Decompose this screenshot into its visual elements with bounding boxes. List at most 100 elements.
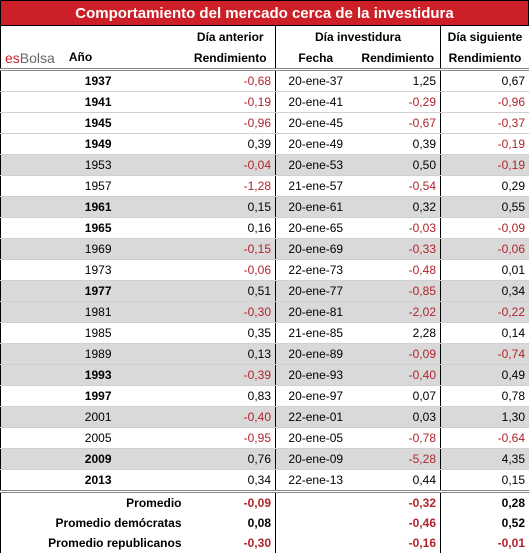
data-row: 1997 0,83 20-ene-97 0,07 0,78 xyxy=(0,385,529,407)
cell: 0,28 xyxy=(440,490,529,513)
cell: 0,35 xyxy=(185,322,276,344)
table: Día anterior Día investidura Día siguien… xyxy=(0,26,529,553)
logo: esBolsa xyxy=(5,50,55,66)
data-row: 1945 -0,96 20-ene-45 -0,67 -0,37 xyxy=(0,112,529,134)
cell: -0,03 xyxy=(355,217,441,239)
empty-cell xyxy=(275,490,356,513)
group-header: Día anterior xyxy=(185,26,276,47)
cell: 0,01 xyxy=(440,259,529,281)
cell: -0,96 xyxy=(185,112,276,134)
cell: 0,32 xyxy=(355,196,441,218)
cell: 20-ene-77 xyxy=(275,280,356,302)
cell: -1,28 xyxy=(185,175,276,197)
cell: 20-ene-93 xyxy=(275,364,356,386)
data-row: 1981 -0,30 20-ene-81 -2,02 -0,22 xyxy=(0,301,529,323)
summary-row: Promedio -0,09 -0,32 0,28 xyxy=(0,490,529,513)
cell: -0,01 xyxy=(440,533,529,553)
cell: -0,09 xyxy=(440,217,529,239)
data-row: 1937 -0,68 20-ene-37 1,25 0,67 xyxy=(0,69,529,92)
cell: 20-ene-61 xyxy=(275,196,356,218)
header-row: Día anterior Día investidura Día siguien… xyxy=(0,26,529,47)
cell: 0,29 xyxy=(440,175,529,197)
group-header: Día siguiente xyxy=(440,26,529,47)
cell: 0,49 xyxy=(440,364,529,386)
data-row: 1973 -0,06 22-ene-73 -0,48 0,01 xyxy=(0,259,529,281)
cell: 21-ene-85 xyxy=(275,322,356,344)
cell: 0,44 xyxy=(355,469,441,492)
cell: 0,07 xyxy=(355,385,441,407)
cell: -2,02 xyxy=(355,301,441,323)
cell: 0,52 xyxy=(440,513,529,533)
cell: 1941 xyxy=(0,91,186,113)
cell: -0,95 xyxy=(185,427,276,449)
data-row: 2013 0,34 22-ene-13 0,44 0,15 xyxy=(0,469,529,492)
cell: 1977 xyxy=(0,280,186,302)
cell: 0,76 xyxy=(185,448,276,470)
cell: -0,06 xyxy=(440,238,529,260)
cell: 0,03 xyxy=(355,406,441,428)
data-row: 1957 -1,28 21-ene-57 -0,54 0,29 xyxy=(0,175,529,197)
cell: Promedio demócratas xyxy=(0,513,186,533)
cell: -0,32 xyxy=(355,490,441,513)
cell: 20-ene-97 xyxy=(275,385,356,407)
cell: -0,06 xyxy=(185,259,276,281)
column-header: Rendimiento xyxy=(355,47,441,71)
cell: 2,28 xyxy=(355,322,441,344)
group-header: Día investidura xyxy=(275,26,441,47)
cell: 1997 xyxy=(0,385,186,407)
cell: -0,68 xyxy=(185,69,276,92)
cell: 20-ene-37 xyxy=(275,69,356,92)
cell: 1,25 xyxy=(355,69,441,92)
summary-row: Promedio demócratas 0,08 -0,46 0,52 xyxy=(0,513,529,533)
data-row: 2009 0,76 20-ene-09 -5,28 4,35 xyxy=(0,448,529,470)
cell: -0,09 xyxy=(185,490,276,513)
cell xyxy=(0,26,186,47)
cell: 1961 xyxy=(0,196,186,218)
data-row: 1989 0,13 20-ene-89 -0,09 -0,74 xyxy=(0,343,529,365)
cell: 20-ene-09 xyxy=(275,448,356,470)
cell: -0,16 xyxy=(355,533,441,553)
cell: 1953 xyxy=(0,154,186,176)
data-row: 1949 0,39 20-ene-49 0,39 -0,19 xyxy=(0,133,529,155)
cell: -0,78 xyxy=(355,427,441,449)
title: Comportamiento del mercado cerca de la i… xyxy=(0,0,529,26)
cell: -0,29 xyxy=(355,91,441,113)
cell: 4,35 xyxy=(440,448,529,470)
cell: 0,34 xyxy=(440,280,529,302)
cell: -0,67 xyxy=(355,112,441,134)
cell: 1969 xyxy=(0,238,186,260)
cell: Promedio xyxy=(0,490,186,513)
data-row: 1965 0,16 20-ene-65 -0,03 -0,09 xyxy=(0,217,529,239)
summary-row: Promedio republicanos -0,30 -0,16 -0,01 xyxy=(0,533,529,553)
cell: 1,30 xyxy=(440,406,529,428)
cell: 20-ene-45 xyxy=(275,112,356,134)
cell: 0,51 xyxy=(185,280,276,302)
cell: esBolsa Año xyxy=(0,47,186,71)
cell: 1965 xyxy=(0,217,186,239)
cell: 1957 xyxy=(0,175,186,197)
cell: -0,15 xyxy=(185,238,276,260)
cell: 20-ene-65 xyxy=(275,217,356,239)
cell: 20-ene-81 xyxy=(275,301,356,323)
cell: 0,08 xyxy=(185,513,276,533)
cell: 0,13 xyxy=(185,343,276,365)
cell: 0,55 xyxy=(440,196,529,218)
cell: 1973 xyxy=(0,259,186,281)
cell: 1989 xyxy=(0,343,186,365)
cell: -0,39 xyxy=(185,364,276,386)
cell: 0,16 xyxy=(185,217,276,239)
logo-part: es xyxy=(5,49,20,66)
data-row: 1985 0,35 21-ene-85 2,28 0,14 xyxy=(0,322,529,344)
cell: 0,34 xyxy=(185,469,276,492)
table-body: Día anterior Día investidura Día siguien… xyxy=(0,26,529,553)
cell: Promedio republicanos xyxy=(0,533,186,553)
data-row: 1977 0,51 20-ene-77 -0,85 0,34 xyxy=(0,280,529,302)
cell: -0,33 xyxy=(355,238,441,260)
cell: 1985 xyxy=(0,322,186,344)
cell: 21-ene-57 xyxy=(275,175,356,197)
cell: 22-ene-73 xyxy=(275,259,356,281)
cell: 0,15 xyxy=(185,196,276,218)
cell: 0,78 xyxy=(440,385,529,407)
cell: -0,96 xyxy=(440,91,529,113)
